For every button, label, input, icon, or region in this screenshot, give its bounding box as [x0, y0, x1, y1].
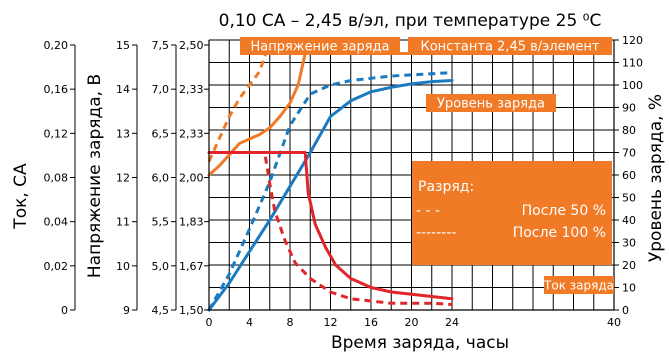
left-tick-label: 0,20	[44, 39, 69, 52]
legend: Разряд: - - - После 50 % -------- После 100 …	[412, 161, 612, 265]
left-tick-label: 11	[116, 216, 130, 229]
left-tick-label: 2,50	[179, 39, 204, 52]
left-tick-label: 15	[116, 39, 130, 52]
right-tick-label: 110	[622, 57, 643, 70]
x-tick-label: 12	[324, 316, 338, 329]
series-line	[207, 151, 454, 301]
left-tick-label: 10	[116, 260, 130, 273]
left-tick-label: 7,5	[152, 39, 170, 52]
right-tick-label: 0	[622, 304, 629, 317]
annotation-box	[408, 37, 612, 55]
x-tick-label: 0	[206, 316, 213, 329]
text-layer: 0,10 СА – 2,45 в/эл, при температуре 25 …	[11, 11, 666, 352]
left-tick-label: 0,02	[44, 260, 69, 273]
left-tick-label: 5,5	[152, 216, 170, 229]
series-line	[209, 151, 453, 306]
series-layer	[207, 52, 454, 312]
annotation-box	[426, 94, 556, 112]
left-tick-label: 0,08	[44, 172, 69, 185]
right-tick-label: 70	[622, 147, 636, 160]
left-tick-label: 6,0	[152, 172, 170, 185]
left-tick-label: 0,12	[44, 127, 69, 140]
right-tick-label: 10	[622, 282, 636, 295]
series-line	[207, 79, 454, 312]
right-tick-label: 50	[622, 192, 636, 205]
legend-marker: - - -	[416, 203, 440, 219]
legend-box	[412, 161, 612, 265]
right-tick-label: 80	[622, 124, 636, 137]
series-line	[207, 71, 453, 311]
left-tick-label: 12	[116, 172, 130, 185]
annotation-label: Напряжение заряда	[250, 40, 389, 55]
left-tick-label: 1,67	[179, 260, 204, 273]
left-tick-label: 1,83	[179, 216, 204, 229]
right-tick-label: 30	[622, 237, 636, 250]
annotation-box	[240, 37, 400, 55]
left-tick-label: 0,16	[44, 83, 69, 96]
annotation-label: Ток заряда	[543, 279, 614, 293]
legend-title: Разряд:	[418, 179, 474, 195]
right-tick-label: 90	[622, 102, 636, 115]
legend-label: После 100 %	[513, 225, 606, 241]
annotation-layer: Напряжение заряда Константа 2,45 в/элемен…	[240, 37, 614, 294]
x-tick-label: 4	[246, 316, 253, 329]
series-line	[207, 52, 454, 177]
x-tick-label: 16	[364, 316, 378, 329]
annotation-box	[544, 276, 614, 294]
annotation-label: Уровень заряда	[437, 97, 545, 112]
annotation-label: Константа 2,45 в/элемент	[421, 40, 600, 55]
charge-level-axis-label: Уровень заряда, %	[646, 94, 666, 262]
chart-title: 0,10 СА – 2,45 в/эл, при температуре 25 …	[219, 11, 602, 31]
left-tick-label: 4,5	[152, 304, 170, 317]
left-tick-label: 0,04	[44, 216, 69, 229]
series-line	[207, 52, 452, 163]
left-tick-label: 6,5	[152, 127, 170, 140]
x-tick-label: 20	[405, 316, 419, 329]
left-tick-label: 2,33	[179, 127, 204, 140]
legend-marker: --------	[416, 225, 456, 241]
left-tick-label: 1,50	[179, 304, 204, 317]
x-axis-label: Время заряда, часы	[331, 333, 509, 352]
right-tick-label: 40	[622, 214, 636, 227]
left-tick-label: 0	[61, 304, 68, 317]
right-tick-label: 100	[622, 79, 643, 92]
left-tick-label: 5,0	[152, 260, 170, 273]
legend-label: После 50 %	[522, 203, 606, 219]
current-axis-label: Ток, СА	[11, 163, 31, 230]
left-tick-label: 7,0	[152, 83, 170, 96]
x-tick-label: 8	[287, 316, 294, 329]
axes-layer: 0 4 8 12 16 20 24 40010203040506070809010011012…	[44, 34, 644, 329]
voltage-axis-label: Напряжение заряда, В	[85, 74, 105, 278]
right-tick-label: 20	[622, 259, 636, 272]
left-tick-label: 2,00	[179, 172, 204, 185]
left-tick-label: 2,33	[179, 83, 204, 96]
left-tick-label: 14	[116, 83, 130, 96]
right-tick-label: 60	[622, 169, 636, 182]
left-tick-label: 13	[116, 127, 130, 140]
right-tick-label: 120	[622, 34, 643, 47]
x-tick-label: 24	[445, 316, 459, 329]
left-tick-label: 9	[123, 304, 130, 317]
x-tick-label: 40	[607, 316, 621, 329]
